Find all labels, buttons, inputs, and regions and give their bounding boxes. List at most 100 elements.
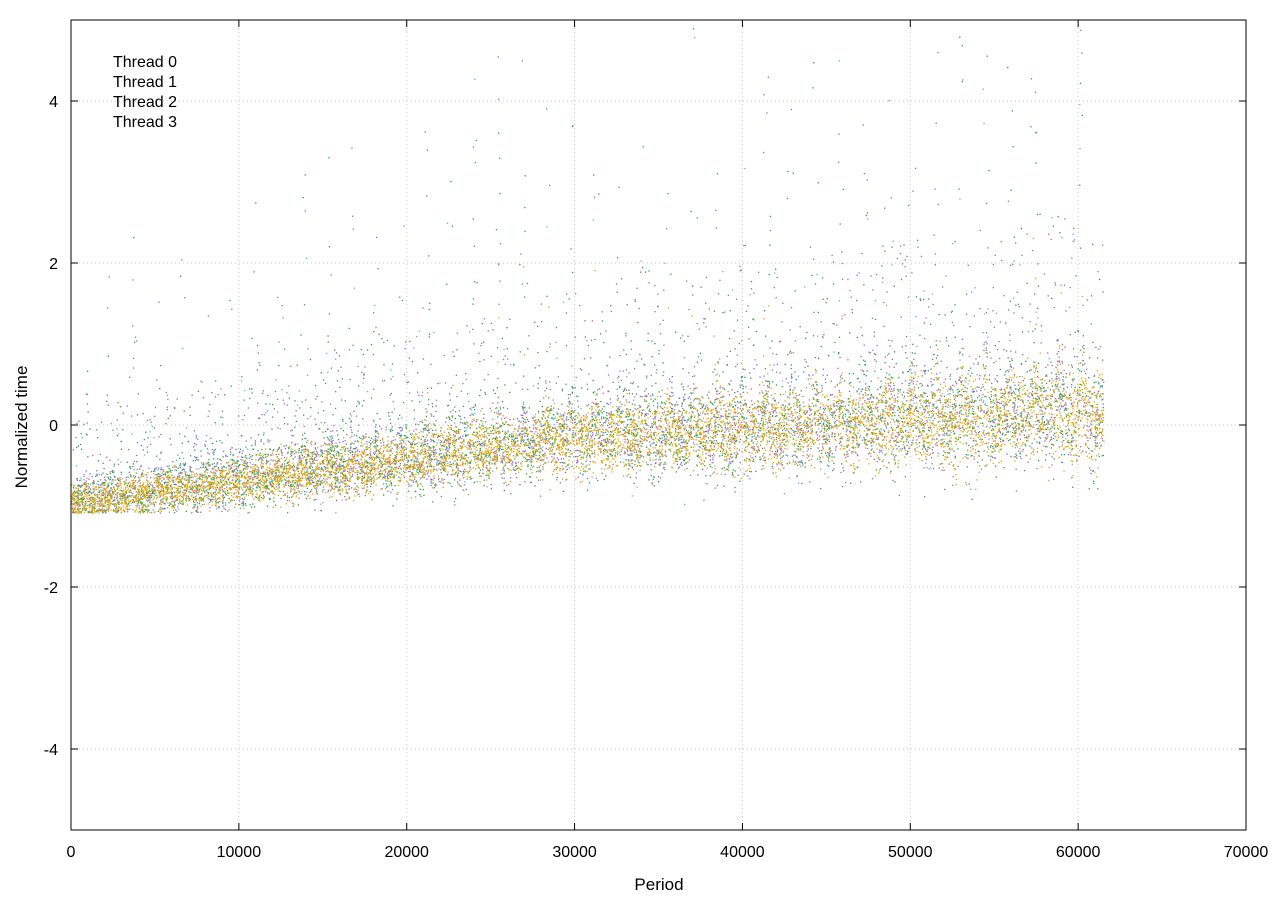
data-point bbox=[303, 449, 304, 450]
data-point bbox=[891, 388, 892, 389]
data-point bbox=[1071, 384, 1072, 385]
data-point bbox=[416, 471, 417, 472]
data-point bbox=[751, 288, 752, 289]
data-point bbox=[948, 405, 949, 406]
data-point bbox=[541, 434, 542, 435]
data-point bbox=[960, 428, 961, 429]
data-point bbox=[527, 436, 528, 437]
data-point bbox=[232, 447, 233, 448]
data-point bbox=[587, 478, 588, 479]
data-point bbox=[836, 420, 837, 421]
data-point bbox=[796, 476, 797, 477]
data-point bbox=[639, 470, 640, 471]
data-point bbox=[586, 465, 587, 466]
data-point bbox=[431, 485, 432, 486]
data-point bbox=[223, 451, 224, 452]
data-point bbox=[787, 198, 788, 199]
data-point bbox=[530, 440, 531, 441]
data-point bbox=[1094, 392, 1095, 393]
data-point bbox=[806, 428, 807, 429]
data-point bbox=[458, 439, 459, 440]
data-point bbox=[760, 409, 761, 410]
data-point bbox=[316, 456, 317, 457]
data-point bbox=[451, 425, 452, 426]
data-point bbox=[257, 402, 258, 403]
data-point bbox=[743, 405, 744, 406]
data-point bbox=[504, 478, 505, 479]
data-point bbox=[977, 397, 978, 398]
data-point bbox=[568, 406, 569, 407]
data-point bbox=[794, 435, 795, 436]
data-point bbox=[823, 408, 824, 409]
data-point bbox=[1041, 342, 1042, 343]
data-point bbox=[720, 387, 721, 388]
data-point bbox=[503, 359, 504, 360]
data-point bbox=[1086, 369, 1087, 370]
data-point bbox=[545, 382, 546, 383]
data-point bbox=[556, 358, 557, 359]
data-point bbox=[980, 230, 981, 231]
data-point bbox=[842, 467, 843, 468]
data-point bbox=[976, 441, 977, 442]
data-point bbox=[140, 483, 141, 484]
data-point bbox=[191, 471, 192, 472]
data-point bbox=[167, 409, 168, 410]
data-point bbox=[266, 422, 267, 423]
data-point bbox=[113, 471, 114, 472]
data-point bbox=[546, 226, 547, 227]
data-point bbox=[815, 283, 816, 284]
data-point bbox=[713, 453, 714, 454]
data-point bbox=[100, 454, 101, 455]
data-point bbox=[903, 418, 904, 419]
data-point bbox=[132, 493, 133, 494]
data-point bbox=[479, 476, 480, 477]
data-point bbox=[287, 423, 288, 424]
data-point bbox=[363, 453, 364, 454]
data-point bbox=[410, 433, 411, 434]
data-point bbox=[660, 464, 661, 465]
data-point bbox=[535, 414, 536, 415]
data-point bbox=[600, 445, 601, 446]
data-point bbox=[541, 321, 542, 322]
data-point bbox=[257, 469, 258, 470]
data-point bbox=[315, 473, 316, 474]
data-point bbox=[194, 506, 195, 507]
data-point bbox=[447, 482, 448, 483]
data-point bbox=[734, 440, 735, 441]
data-point bbox=[80, 478, 81, 479]
data-point bbox=[456, 426, 457, 427]
data-point bbox=[160, 509, 161, 510]
data-point bbox=[902, 448, 903, 449]
data-point bbox=[804, 406, 805, 407]
data-point bbox=[319, 478, 320, 479]
data-point bbox=[431, 481, 432, 482]
data-point bbox=[680, 464, 681, 465]
data-point bbox=[688, 398, 689, 399]
data-point bbox=[834, 411, 835, 412]
data-point bbox=[908, 448, 909, 449]
data-point bbox=[880, 419, 881, 420]
data-point bbox=[380, 442, 381, 443]
data-point bbox=[77, 509, 78, 510]
data-point bbox=[791, 428, 792, 429]
data-point bbox=[915, 442, 916, 443]
data-point bbox=[815, 394, 816, 395]
data-point bbox=[524, 433, 525, 434]
data-point bbox=[437, 437, 438, 438]
data-point bbox=[812, 455, 813, 456]
data-point bbox=[608, 420, 609, 421]
data-point bbox=[990, 456, 991, 457]
data-point bbox=[1052, 365, 1053, 366]
data-point bbox=[968, 403, 969, 404]
data-point bbox=[283, 400, 284, 401]
data-point bbox=[756, 364, 757, 365]
data-point bbox=[534, 433, 535, 434]
data-point bbox=[539, 457, 540, 458]
data-point bbox=[140, 496, 141, 497]
data-point bbox=[1050, 419, 1051, 420]
data-point bbox=[736, 451, 737, 452]
data-point bbox=[422, 431, 423, 432]
data-point bbox=[978, 426, 979, 427]
data-point bbox=[930, 467, 931, 468]
data-point bbox=[349, 349, 350, 350]
